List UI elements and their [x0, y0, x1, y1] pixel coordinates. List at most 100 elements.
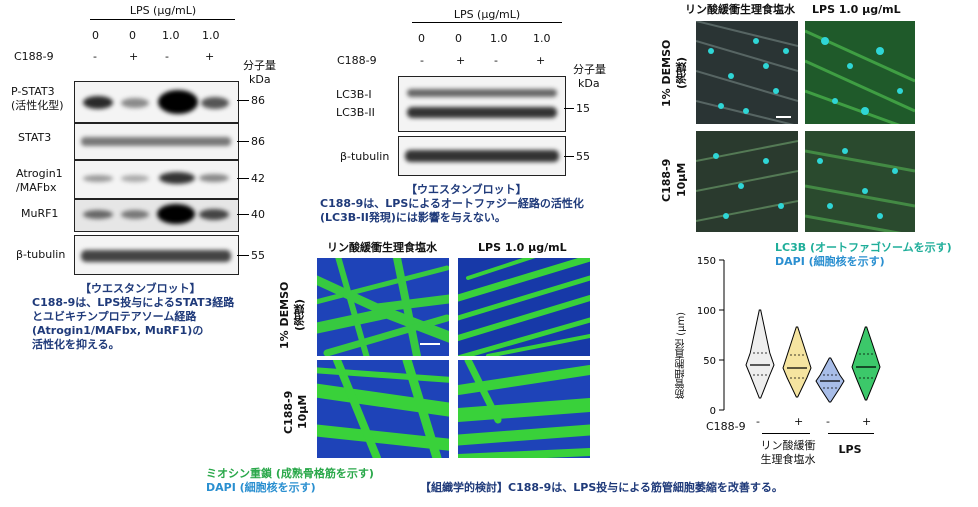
mw-value: 15: [576, 102, 590, 115]
band: [121, 210, 149, 219]
caption-line: 活性化を抑える。: [32, 338, 120, 351]
micrograph-lc3b-lps-vehicle: [805, 21, 915, 124]
caption-title: 【ウエスタンブロット】: [80, 282, 201, 295]
mw-unit: kDa: [249, 73, 271, 86]
mw-tick: [237, 178, 249, 179]
caption-title: 【ウエスタンブロット】: [406, 183, 527, 196]
violin-shape: [815, 357, 845, 403]
lps-header-line: [90, 19, 235, 20]
mw-tick: [237, 141, 249, 142]
row-sublabel: /MAFbx: [16, 181, 57, 194]
band: [121, 98, 149, 108]
blot-stat3: [74, 123, 239, 160]
micrograph-lps-c188: [458, 360, 590, 458]
y-tick-label: 150: [697, 256, 716, 267]
mw-value: 55: [251, 249, 265, 262]
lps-val: 1.0: [490, 32, 508, 45]
micrograph-lps-vehicle: [458, 258, 590, 356]
micrograph-lc3b-pbs-vehicle: [696, 21, 798, 124]
mw-title: 分子量: [243, 59, 276, 72]
row-label: C188-9: [660, 158, 673, 202]
mw-title: 分子量: [573, 63, 606, 76]
lc3b-ii-label: LC3B-II: [336, 106, 375, 119]
blot-lc3b: [398, 76, 566, 132]
group-line-pbs: [762, 433, 810, 434]
blot-beta-tubulin: [74, 235, 239, 275]
band: [121, 175, 149, 182]
c188-val: +: [456, 54, 466, 67]
c188-val: -: [93, 50, 97, 63]
band: [405, 150, 559, 162]
c188-val: +: [862, 415, 872, 428]
row-sublabel: 10μM: [296, 394, 309, 430]
mw-value: 86: [251, 94, 265, 107]
violin-shape: [782, 326, 812, 398]
row-label: STAT3: [18, 131, 52, 144]
tubulin-label: β-tubulin: [340, 150, 390, 163]
c188-val: +: [129, 50, 139, 63]
row-label: β-tubulin: [16, 248, 66, 261]
col-header: LPS 1.0 μg/mL: [478, 241, 567, 254]
legend-myosin: ミオシン重鎖 (成熟骨格筋を示す): [206, 467, 374, 480]
mw-value: 42: [251, 172, 265, 185]
y-axis-label: 筋管細胞直径 (μm): [676, 311, 687, 399]
row-sublabel: (溶媒): [293, 298, 306, 332]
mw-tick: [237, 214, 249, 215]
band: [407, 107, 557, 118]
caption-line: (LC3B-II発現)には影響を与えない。: [320, 211, 506, 224]
band: [157, 204, 195, 224]
lps-header: LPS (μg/mL): [453, 8, 521, 21]
caption-line: C188-9は、LPSによるオートファジー経路の活性化: [320, 197, 584, 210]
c188-label: C188-9: [14, 50, 54, 63]
lps-header-line: [412, 22, 562, 23]
c188-val: -: [165, 50, 169, 63]
lc3b-i-label: LC3B-I: [336, 88, 372, 101]
legend-dapi: DAPI (細胞核を示す): [206, 481, 316, 494]
band: [81, 137, 231, 146]
c188-val: +: [536, 54, 546, 67]
group-line-lps: [828, 433, 874, 434]
mw-tick: [237, 100, 249, 101]
mw-tick: [237, 255, 249, 256]
mw-tick: [564, 108, 574, 109]
lps-val: 0: [92, 29, 99, 42]
micrograph-pbs-vehicle: [317, 258, 449, 356]
legend-lc3b: LC3B (オートファゴソームを示す): [775, 241, 952, 254]
violin-svg: 0 50 100 150: [697, 256, 881, 417]
lps-header: LPS (μg/mL): [129, 4, 197, 17]
mw-value: 40: [251, 208, 265, 221]
row-label: 1% DEMSO: [660, 39, 673, 107]
mw-tick: [564, 156, 574, 157]
caption-line: とユビキチンプロテアソーム経路: [32, 310, 197, 323]
band: [159, 172, 195, 184]
band: [83, 210, 113, 219]
micrograph-lc3b-pbs-c188: [696, 131, 798, 232]
caption-line: (Atrogin1/MAFbx, MuRF1)の: [32, 324, 204, 337]
c188-val: +: [205, 50, 215, 63]
violin-shape: [851, 326, 881, 401]
band: [407, 89, 557, 97]
group-label: リン酸緩衝: [760, 439, 816, 452]
row-label: MuRF1: [21, 207, 59, 220]
band: [199, 174, 229, 182]
c188-val: -: [826, 415, 830, 428]
mw-value: 86: [251, 135, 265, 148]
band: [199, 209, 229, 220]
blot-murf1: [74, 199, 239, 232]
band: [83, 175, 113, 182]
lps-val: 0: [418, 32, 425, 45]
c188-label: C188-9: [337, 54, 377, 67]
row-label: Atrogin1: [16, 167, 63, 180]
legend-dapi: DAPI (細胞核を示す): [775, 255, 885, 268]
y-tick-label: 50: [703, 356, 716, 367]
mw-unit: kDa: [578, 77, 600, 90]
mw-value: 55: [576, 150, 590, 163]
col-header: LPS 1.0 μg/mL: [812, 3, 901, 16]
c188-val: -: [756, 415, 760, 428]
c188-val: +: [794, 415, 804, 428]
lps-val: 1.0: [533, 32, 551, 45]
row-sublabel: 10μM: [675, 162, 688, 198]
y-tick-label: 100: [697, 306, 716, 317]
c188-val: -: [420, 54, 424, 67]
group-label: LPS: [838, 443, 862, 456]
